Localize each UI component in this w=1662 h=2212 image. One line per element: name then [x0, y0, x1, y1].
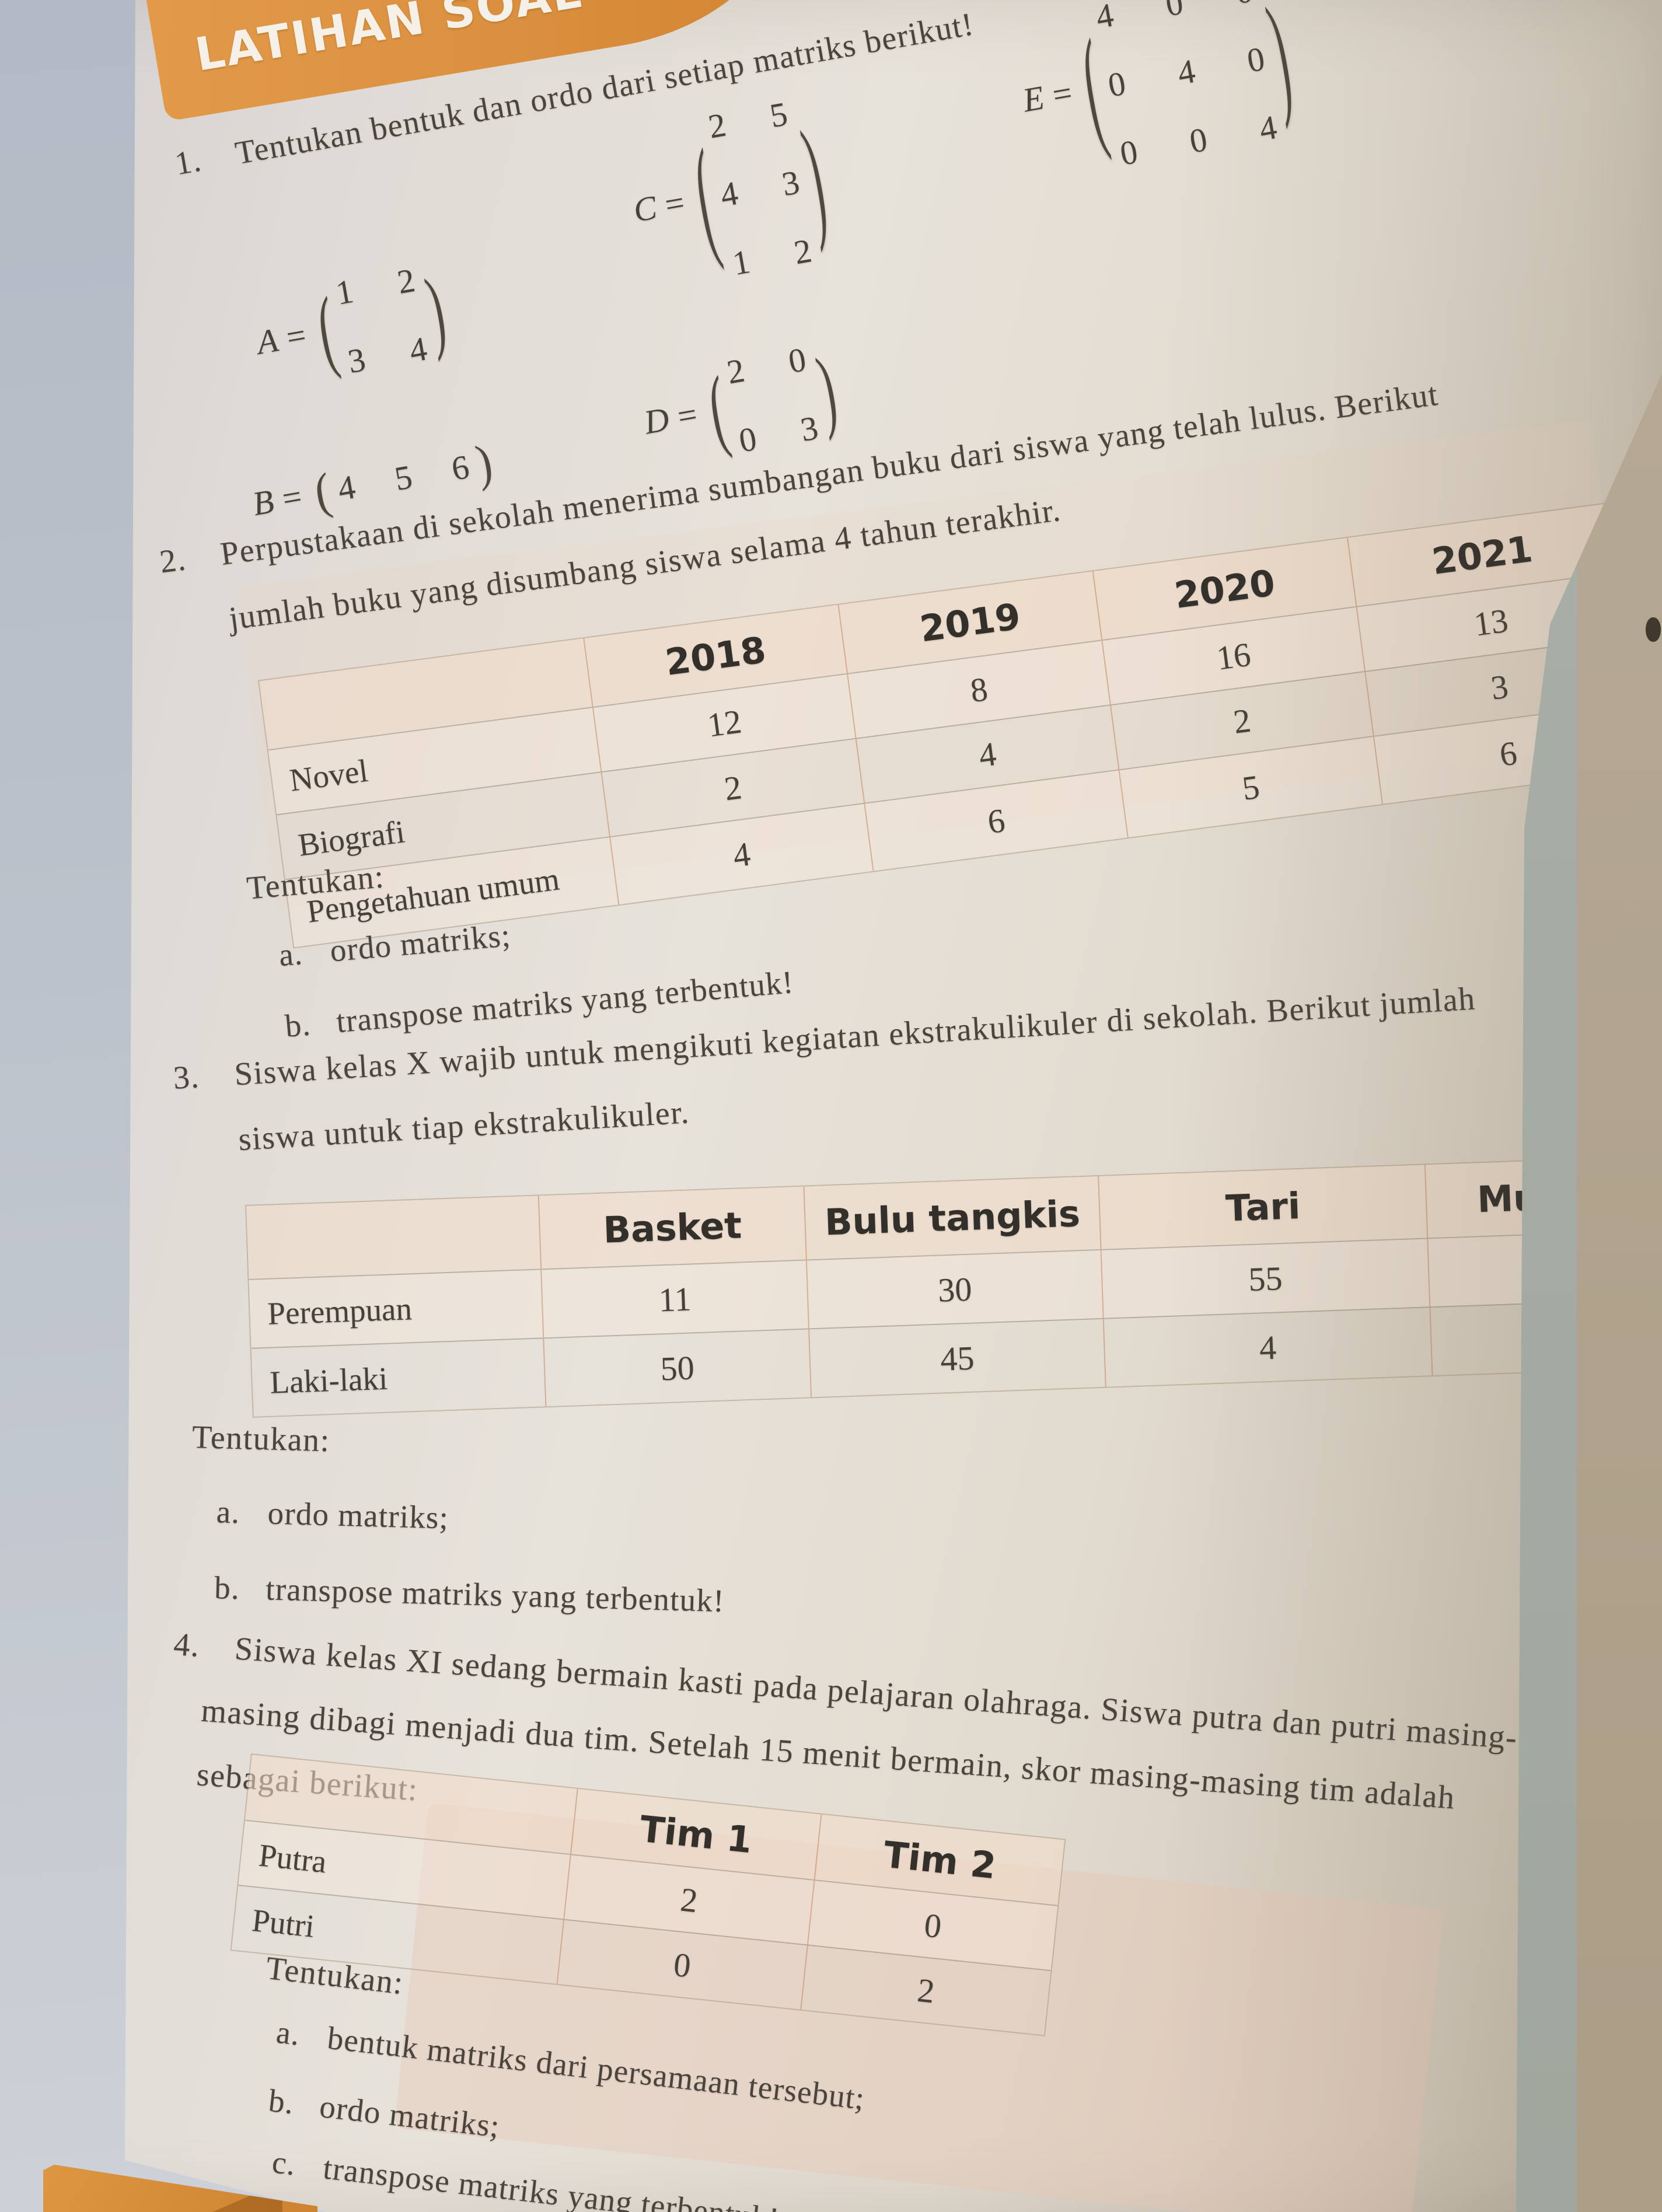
matrix-cell: 2 [724, 351, 748, 392]
equals-sign: = [674, 394, 700, 435]
matrix-e: E= ( 4 0 0 0 4 0 0 0 4 ) [1008, 0, 1305, 188]
table-cell: 55 [1100, 1238, 1430, 1318]
matrix-d-grid: 2 0 0 3 [718, 338, 827, 461]
extracurricular-table: Basket Bulu tangkis Tari Musik Perempuan… [245, 1156, 1655, 1418]
table-cell: 4 [1102, 1306, 1432, 1387]
matrix-a: A= ( 1 2 3 4 ) [247, 256, 455, 396]
task-marker: b. [214, 1570, 240, 1606]
matrix-c-label: C= [630, 183, 687, 230]
matrix-cell: 0 [736, 419, 760, 460]
matrix-cell: 5 [767, 94, 791, 135]
task-marker: a. [216, 1494, 241, 1530]
problem-4-number: 4. [172, 1626, 201, 1664]
task-marker: a. [274, 2014, 302, 2052]
matrix-cell: 6 [448, 447, 472, 488]
task-text: transpose matriks yang terbentuk! [265, 1571, 725, 1619]
matrix-cell: 1 [729, 242, 753, 283]
matrix-cell: 4 [1256, 107, 1280, 148]
table-corner-cell [246, 1196, 541, 1279]
matrix-a-grid: 1 2 3 4 [327, 259, 436, 382]
task-text: transpose matriks yang terbentuk! [321, 2150, 782, 2212]
matrix-cell: 0 [1186, 120, 1210, 160]
matrix-cell: 4 [1174, 51, 1198, 92]
matrix-e-name: E [1019, 78, 1048, 120]
column-header-tari: Tari [1098, 1165, 1427, 1249]
matrix-cell: 0 [1105, 64, 1129, 104]
row-label-laki-laki: Laki-laki [251, 1337, 546, 1417]
task-item-b: b. ordo matriks; [267, 2082, 502, 2145]
task-item-c: c. transpose matriks yang terbentuk! [270, 2143, 781, 2212]
problem-3-line-2: siswa untuk tiap ekstrakulikuler. [238, 1093, 691, 1159]
task-text: ordo matriks; [329, 917, 512, 969]
matrix-a-name: A [253, 320, 281, 362]
matrix-cell: 2 [705, 105, 729, 146]
equals-sign: = [279, 477, 305, 518]
equals-sign: = [662, 183, 687, 224]
table-cell: 50 [543, 1328, 811, 1407]
matrix-cell: 0 [785, 340, 809, 380]
task-marker: b. [267, 2082, 296, 2121]
matrix-b-name: B [249, 481, 277, 523]
matrix-e-label: E= [1020, 73, 1076, 120]
matrix-b-grid: 4 5 6 [329, 446, 478, 509]
matrix-cell: 3 [345, 340, 369, 381]
matrix-cell: 0 [1162, 0, 1186, 24]
matrix-cell: 2 [394, 261, 418, 302]
matrix-d-name: D [641, 399, 672, 441]
matrix-cell: 4 [717, 173, 741, 214]
ink-speck [1646, 617, 1661, 642]
matrix-cell: 0 [1244, 39, 1268, 80]
matrix-cell: 2 [791, 231, 815, 272]
column-header-bulu-tangkis: Bulu tangkis [803, 1176, 1101, 1260]
matrix-b-label: B= [250, 476, 305, 523]
problem-1-number: 1. [172, 142, 205, 183]
matrix-cell: 0 [1117, 132, 1141, 173]
matrix-a-label: A= [254, 315, 309, 362]
matrix-cell: 0 [1232, 0, 1255, 12]
column-header-basket: Basket [537, 1186, 806, 1269]
table-cell: 30 [805, 1249, 1103, 1329]
matrix-cell: 3 [797, 408, 821, 449]
task-text: ordo matriks; [317, 2088, 502, 2144]
task-item-a: a. ordo matriks; [216, 1493, 449, 1536]
matrix-cell: 5 [392, 457, 416, 498]
matrix-d: D= ( 2 0 0 3 ) [635, 335, 846, 476]
matrix-cell: 1 [333, 271, 357, 312]
matrix-cell: 3 [779, 163, 802, 204]
task-text: ordo matriks; [267, 1495, 449, 1536]
task-item-a: a. ordo matriks; [277, 917, 512, 973]
table-cell: 45 [808, 1318, 1105, 1397]
equals-sign: = [1049, 73, 1076, 114]
task-marker: c. [270, 2144, 298, 2182]
equals-sign: = [283, 315, 309, 357]
row-label-perempuan: Perempuan [249, 1269, 543, 1348]
matrix-cell: 4 [334, 467, 358, 508]
matrix-e-grid: 4 0 0 0 4 0 0 0 4 [1087, 0, 1286, 174]
problem-3-number: 3. [172, 1058, 201, 1096]
problem-3-text-2: siswa untuk tiap ekstrakulikuler. [237, 1094, 691, 1158]
matrix-d-label: D= [641, 394, 700, 442]
task-marker: a. [277, 935, 305, 973]
tasks-title: Tentukan: [191, 1418, 330, 1460]
matrix-c: C= ( 2 5 4 3 1 2 ) [619, 89, 840, 298]
matrix-cell: 4 [406, 329, 430, 370]
table-cell: 11 [540, 1259, 808, 1338]
tasks-title-text: Tentukan: [191, 1418, 331, 1459]
task-item-b: b. transpose matriks yang terbentuk! [214, 1569, 725, 1619]
matrix-c-name: C [630, 188, 659, 230]
problem-2-number: 2. [158, 541, 188, 581]
matrix-cell: 4 [1093, 0, 1116, 36]
task-marker: b. [284, 1006, 312, 1044]
